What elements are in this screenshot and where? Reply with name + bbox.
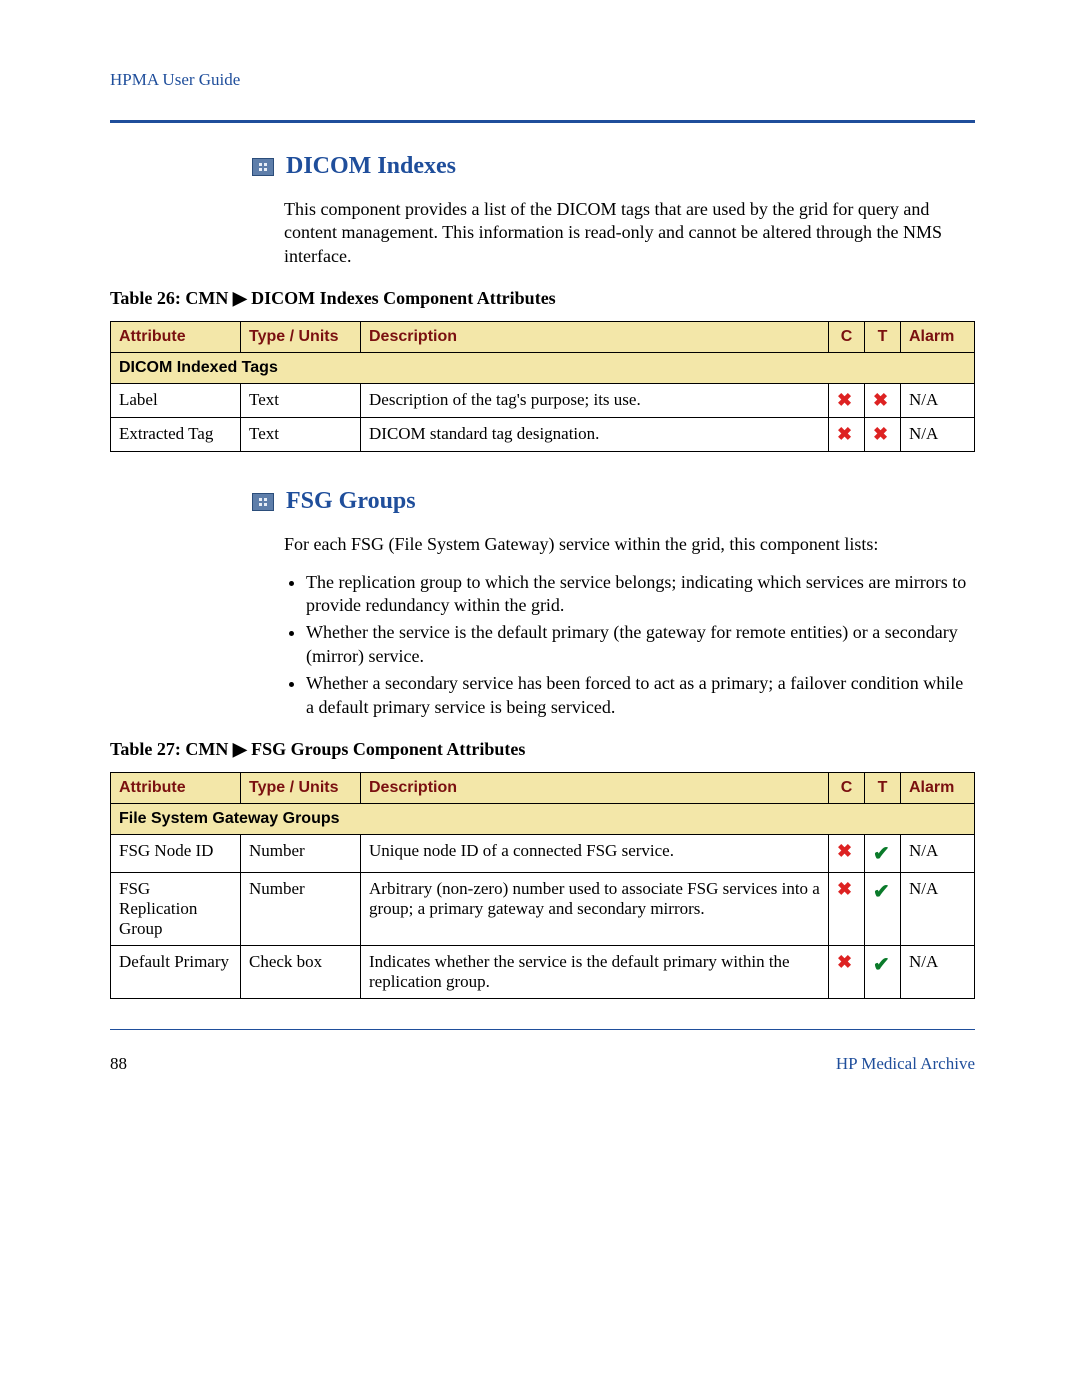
col-t: T [865, 322, 901, 353]
page-footer: 88 HP Medical Archive [110, 1054, 975, 1074]
col-t: T [865, 772, 901, 803]
x-icon: ✖ [837, 879, 852, 899]
col-c: C [829, 322, 865, 353]
section-heading-fsg-groups: FSG Groups [252, 488, 975, 515]
cell-alarm: N/A [901, 834, 975, 872]
cell-alarm: N/A [901, 418, 975, 452]
cell-attribute: FSG Node ID [111, 834, 241, 872]
cell-t: ✔ [865, 945, 901, 998]
table-section-row: File System Gateway Groups [111, 803, 975, 834]
cell-attribute: FSG Replication Group [111, 872, 241, 945]
cell-c: ✖ [829, 945, 865, 998]
table26-caption: Table 26: CMN ▶ DICOM Indexes Component … [110, 288, 975, 309]
section-title: DICOM Indexes [286, 153, 456, 180]
table-row: FSG Node ID Number Unique node ID of a c… [111, 834, 975, 872]
table-section-row: DICOM Indexed Tags [111, 353, 975, 384]
table-row: FSG Replication Group Number Arbitrary (… [111, 872, 975, 945]
check-icon: ✔ [873, 954, 890, 976]
check-icon: ✔ [873, 881, 890, 903]
cell-type: Number [241, 872, 361, 945]
bottom-rule [110, 1029, 975, 1030]
table26: Attribute Type / Units Description C T A… [110, 321, 975, 452]
cell-t: ✖ [865, 418, 901, 452]
col-type: Type / Units [241, 772, 361, 803]
col-alarm: Alarm [901, 322, 975, 353]
cell-t: ✔ [865, 872, 901, 945]
table-header-row: Attribute Type / Units Description C T A… [111, 322, 975, 353]
cell-t: ✖ [865, 384, 901, 418]
x-icon: ✖ [837, 424, 852, 444]
section-title: FSG Groups [286, 488, 416, 515]
section-row-label: File System Gateway Groups [111, 803, 975, 834]
cell-attribute: Extracted Tag [111, 418, 241, 452]
list-item: The replication group to which the servi… [306, 571, 975, 618]
table-row: Default Primary Check box Indicates whet… [111, 945, 975, 998]
cell-c: ✖ [829, 872, 865, 945]
cell-type: Check box [241, 945, 361, 998]
col-attribute: Attribute [111, 322, 241, 353]
cell-type: Text [241, 384, 361, 418]
guide-title: HPMA User Guide [110, 70, 975, 90]
col-attribute: Attribute [111, 772, 241, 803]
check-icon: ✔ [873, 843, 890, 865]
cell-alarm: N/A [901, 945, 975, 998]
table27: Attribute Type / Units Description C T A… [110, 772, 975, 999]
cell-description: Indicates whether the service is the def… [361, 945, 829, 998]
section-heading-dicom-indexes: DICOM Indexes [252, 153, 975, 180]
x-icon: ✖ [873, 390, 888, 410]
cell-type: Text [241, 418, 361, 452]
cell-type: Number [241, 834, 361, 872]
cell-alarm: N/A [901, 872, 975, 945]
list-item: Whether the service is the default prima… [306, 621, 975, 668]
top-rule [110, 120, 975, 123]
section-row-label: DICOM Indexed Tags [111, 353, 975, 384]
cell-c: ✖ [829, 384, 865, 418]
document-page: HPMA User Guide DICOM Indexes This compo… [0, 0, 1080, 1397]
x-icon: ✖ [873, 424, 888, 444]
table-header-row: Attribute Type / Units Description C T A… [111, 772, 975, 803]
grid-icon [252, 493, 274, 511]
x-icon: ✖ [837, 952, 852, 972]
col-description: Description [361, 322, 829, 353]
table-row: Extracted Tag Text DICOM standard tag de… [111, 418, 975, 452]
col-alarm: Alarm [901, 772, 975, 803]
grid-icon [252, 158, 274, 176]
page-number: 88 [110, 1054, 127, 1074]
col-description: Description [361, 772, 829, 803]
cell-description: Unique node ID of a connected FSG servic… [361, 834, 829, 872]
x-icon: ✖ [837, 390, 852, 410]
table27-caption: Table 27: CMN ▶ FSG Groups Component Att… [110, 739, 975, 760]
cell-attribute: Label [111, 384, 241, 418]
cell-description: Description of the tag's purpose; its us… [361, 384, 829, 418]
x-icon: ✖ [837, 841, 852, 861]
cell-t: ✔ [865, 834, 901, 872]
col-c: C [829, 772, 865, 803]
list-item: Whether a secondary service has been for… [306, 672, 975, 719]
footer-archive: HP Medical Archive [836, 1054, 975, 1074]
cell-description: DICOM standard tag designation. [361, 418, 829, 452]
cell-attribute: Default Primary [111, 945, 241, 998]
cell-c: ✖ [829, 834, 865, 872]
cell-description: Arbitrary (non-zero) number used to asso… [361, 872, 829, 945]
cell-c: ✖ [829, 418, 865, 452]
section1-paragraph: This component provides a list of the DI… [284, 198, 975, 268]
col-type: Type / Units [241, 322, 361, 353]
cell-alarm: N/A [901, 384, 975, 418]
section2-paragraph: For each FSG (File System Gateway) servi… [284, 533, 975, 556]
table-row: Label Text Description of the tag's purp… [111, 384, 975, 418]
section2-bullets: The replication group to which the servi… [284, 571, 975, 719]
